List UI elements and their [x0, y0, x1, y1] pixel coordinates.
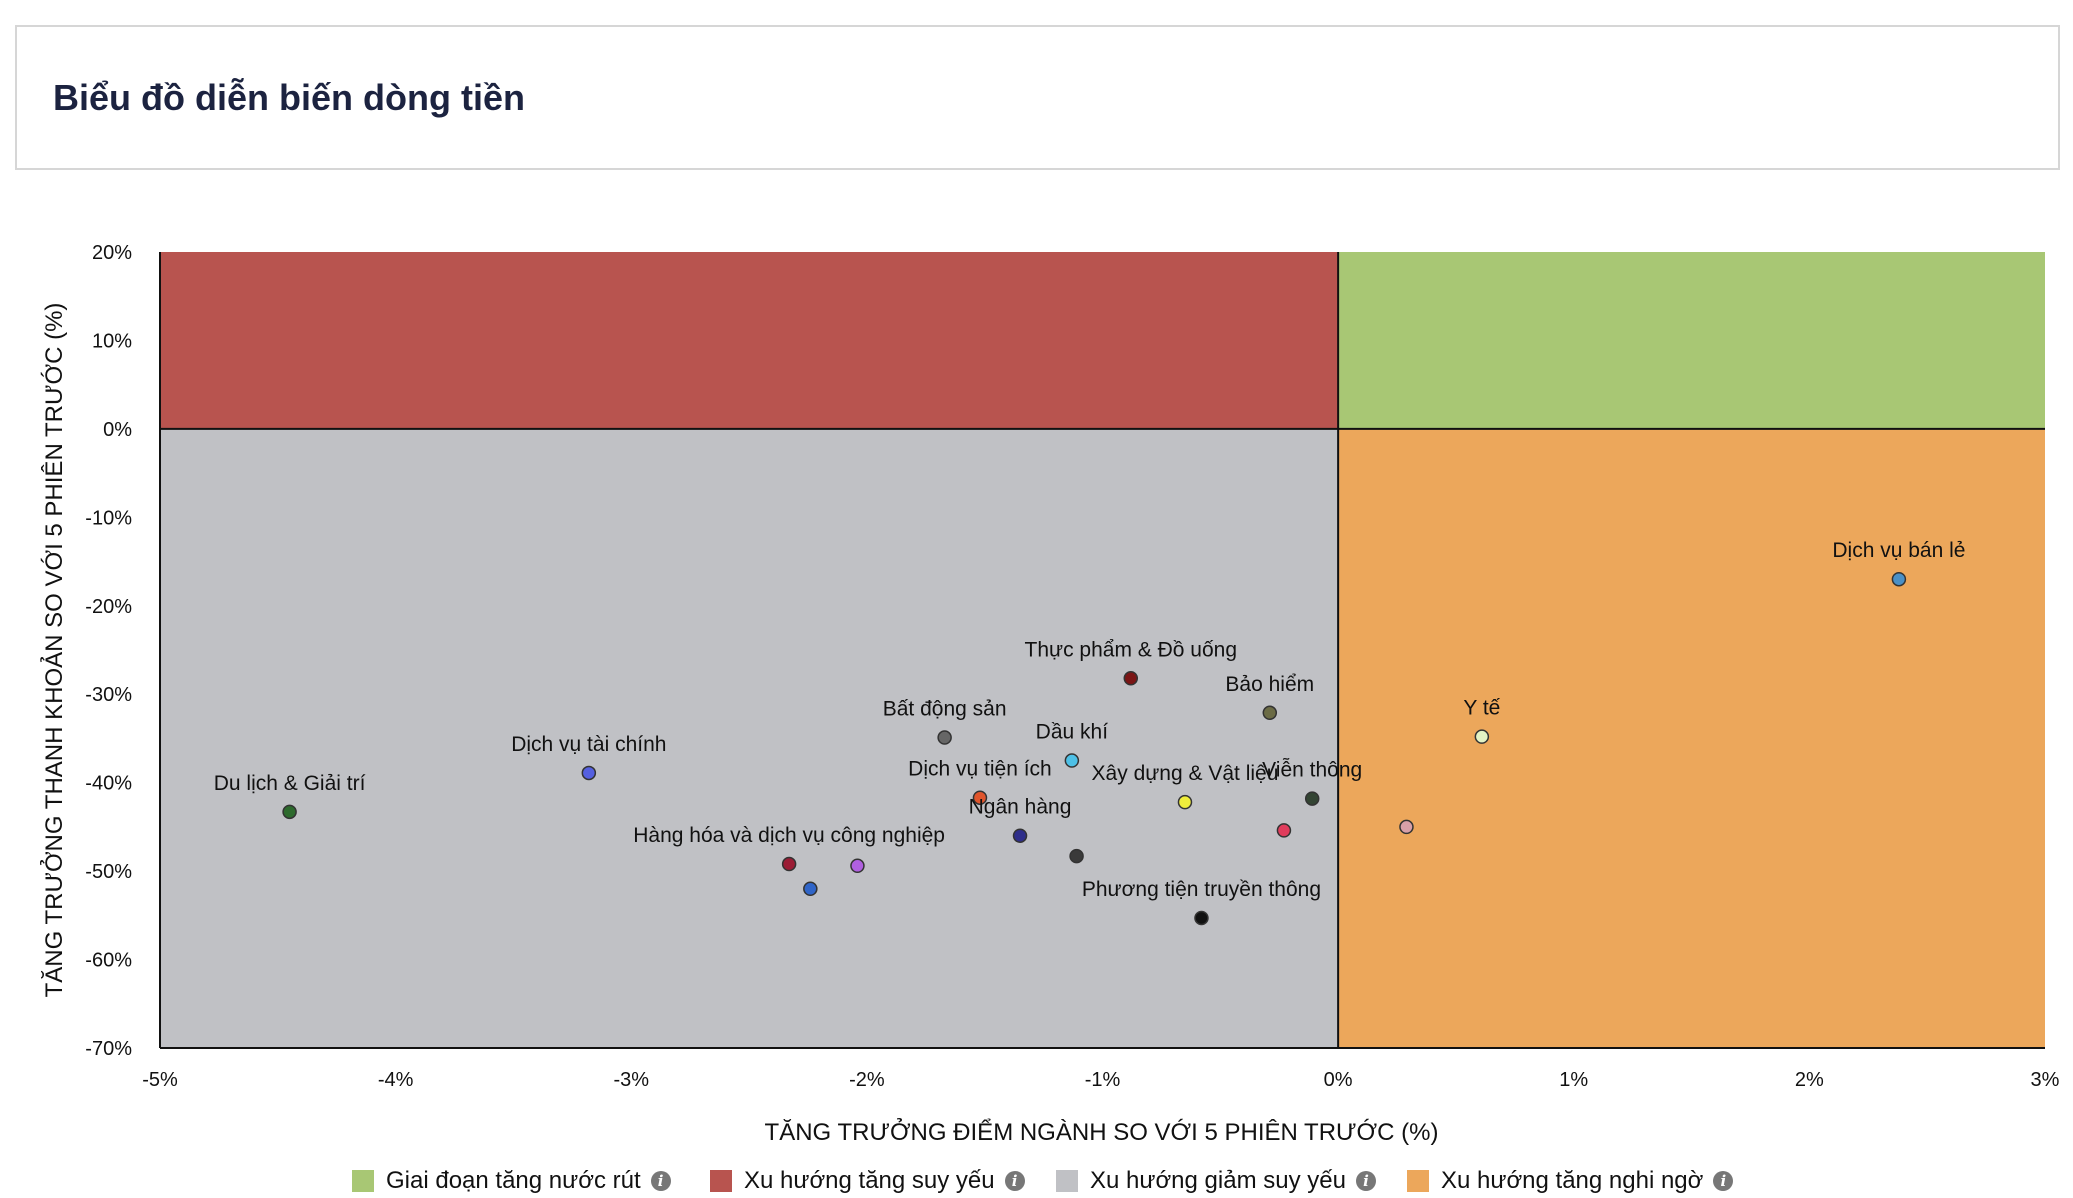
x-tick-label: 1% — [1559, 1069, 1588, 1091]
info-icon[interactable]: i — [650, 1171, 671, 1191]
y-axis-label: TĂNG TRƯỞNG THANH KHOẢN SO VỚI 5 PHIÊN T… — [39, 303, 68, 998]
data-label: Xây dựng & Vật liệu — [1092, 762, 1279, 785]
y-tick-label: 10% — [92, 330, 132, 352]
x-tick-label: -1% — [1085, 1069, 1121, 1091]
data-point — [781, 856, 797, 872]
y-tick-label: -10% — [85, 507, 132, 529]
data-label: Bảo hiểm — [1225, 673, 1314, 696]
data-label: Y tế — [1463, 697, 1500, 720]
data-point — [282, 804, 297, 820]
legend-swatch — [710, 1170, 732, 1192]
page-title: Biểu đồ diễn biến dòng tiền — [53, 77, 525, 118]
legend-item[interactable]: Xu hướng tăng nghi ngờ i — [1407, 1165, 1734, 1197]
x-tick-label: 2% — [1795, 1069, 1824, 1091]
data-point — [1123, 671, 1139, 686]
y-tick-label: -60% — [85, 950, 132, 972]
legend-item[interactable]: Giai đoạn tăng nước rút i — [352, 1165, 671, 1197]
data-point — [972, 790, 988, 805]
data-point — [1399, 819, 1414, 835]
data-point — [1177, 794, 1193, 810]
data-point — [1069, 848, 1084, 864]
data-label: Bất động sản — [883, 698, 1007, 721]
data-label: Dịch vụ bán lẻ — [1832, 539, 1965, 562]
data-label: Thực phẩm & Đồ uống — [1025, 638, 1238, 661]
y-tick-label: -40% — [85, 773, 132, 795]
info-icon[interactable]: i — [1004, 1171, 1025, 1191]
data-label: Ngân hàng — [969, 796, 1072, 819]
quadrant-weak-up — [160, 252, 1339, 429]
data-point — [1276, 823, 1292, 838]
y-tick-label: 20% — [92, 242, 132, 264]
legend-label: Xu hướng tăng nghi ngờ — [1441, 1167, 1704, 1194]
y-tick-label: -50% — [85, 861, 132, 883]
data-point — [1474, 729, 1490, 744]
data-point — [1064, 753, 1080, 768]
chart-header: Biểu đồ diễn biến dòng tiền — [15, 25, 2060, 170]
quadrant-doubtful-up — [1338, 428, 2045, 1048]
data-label: Phương tiện truyền thông — [1082, 878, 1321, 901]
axes — [159, 252, 2045, 1049]
data-point — [1891, 571, 1907, 587]
y-tick-label: -70% — [85, 1038, 132, 1060]
legend-swatch — [1407, 1170, 1429, 1192]
x-tick-labels: -5% -4% -3% -2% -1% 0% 1% 2% 3% — [142, 1069, 2059, 1091]
x-tick-label: 3% — [2031, 1069, 2060, 1091]
data-label: Hàng hóa và dịch vụ công nghiệp — [633, 824, 945, 847]
data-labels: Dịch vụ bán lẻ Y tế Thực phẩm & Đồ uống Bảo… — [214, 539, 1966, 901]
data-label: Viễn thông — [1262, 759, 1362, 782]
x-tick-label: -5% — [142, 1069, 178, 1091]
data-label: Du lịch & Giải trí — [214, 772, 366, 795]
legend-swatch — [352, 1170, 374, 1192]
x-tick-label: -3% — [613, 1069, 649, 1091]
y-tick-label: -20% — [85, 596, 132, 618]
data-point — [937, 730, 952, 745]
data-label: Dịch vụ tài chính — [511, 733, 666, 756]
y-tick-labels: 20% 10% 0% -10% -20% -30% -40% -50% -60% -70% — [85, 242, 132, 1060]
data-point — [803, 881, 818, 897]
y-tick-label: -30% — [85, 684, 132, 706]
legend-item[interactable]: Xu hướng giảm suy yếu i — [1056, 1165, 1376, 1197]
info-icon[interactable]: i — [1355, 1171, 1376, 1191]
info-icon[interactable]: i — [1713, 1171, 1734, 1191]
data-point — [581, 765, 597, 781]
legend-item[interactable]: Xu hướng tăng suy yếu i — [710, 1165, 1025, 1197]
data-point — [850, 858, 865, 874]
data-label: Dịch vụ tiện ích — [908, 758, 1052, 781]
x-tick-label: -2% — [849, 1069, 885, 1091]
data-point — [1194, 910, 1209, 926]
data-point — [1304, 791, 1320, 806]
scatter-chart: -5% -4% -3% -2% -1% 0% 1% 2% 3% 20% 10% 0% -10% -20%… — [39, 242, 2060, 1146]
x-tick-label: -4% — [378, 1069, 414, 1091]
chart-legend: Giai đoạn tăng nước rút i Xu hướng tăng su… — [0, 1165, 2073, 1197]
data-point — [1012, 828, 1028, 843]
data-points — [282, 571, 1907, 926]
data-point — [1262, 705, 1278, 721]
x-axis-label: TĂNG TRƯỞNG ĐIỂM NGÀNH SO VỚI 5 PHIÊN TR… — [765, 1117, 1439, 1146]
quadrant-weak-down — [160, 428, 1339, 1048]
x-tick-label: 0% — [1324, 1069, 1353, 1091]
y-tick-label: 0% — [103, 419, 132, 441]
legend-label: Xu hướng giảm suy yếu — [1090, 1167, 1346, 1194]
data-label: Dầu khí — [1036, 721, 1109, 744]
legend-label: Giai đoạn tăng nước rút — [386, 1167, 641, 1194]
quadrant-backgrounds — [160, 252, 2045, 1048]
quadrant-strong-up — [1338, 252, 2045, 429]
legend-swatch — [1056, 1170, 1078, 1192]
legend-label: Xu hướng tăng suy yếu — [744, 1167, 995, 1194]
